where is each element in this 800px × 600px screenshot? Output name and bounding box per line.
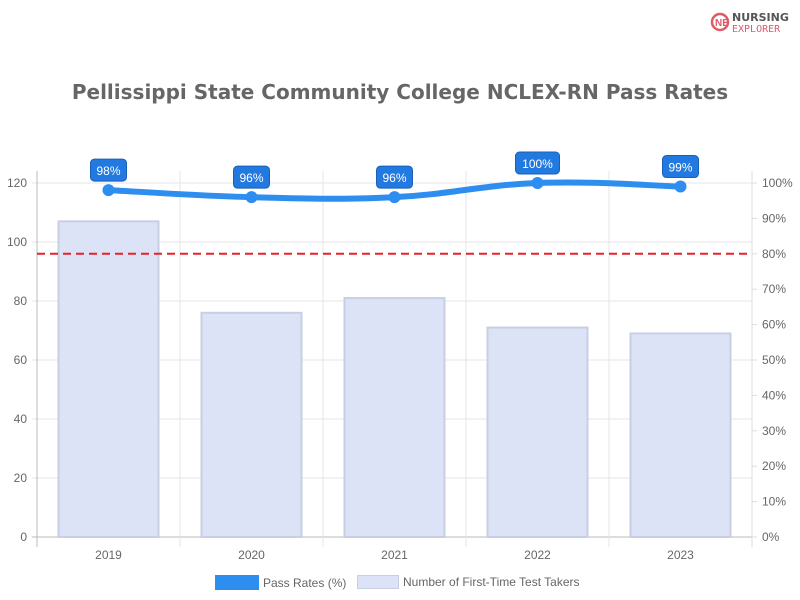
x-tick-label: 2020: [238, 548, 265, 562]
data-label-box: [90, 158, 127, 182]
data-label: 96%: [382, 171, 406, 185]
data-label-box: [515, 151, 560, 175]
legend-item-pass-rates[interactable]: Pass Rates (%): [215, 575, 346, 590]
pass-rate-point: [674, 180, 687, 193]
right-tick-label: 60%: [762, 318, 786, 332]
data-label-box: [376, 165, 413, 189]
pass-rate-point: [531, 177, 544, 189]
bar-2020: [200, 311, 303, 538]
left-tick-label: 80: [14, 294, 28, 308]
legend-swatch: [215, 575, 259, 590]
data-label: 100%: [522, 157, 553, 171]
right-tick-label: 0%: [762, 530, 780, 544]
x-tick-label: 2023: [667, 548, 694, 562]
data-label: 99%: [668, 161, 692, 175]
right-tick-label: 90%: [762, 211, 786, 225]
legend-swatch: [357, 575, 399, 589]
right-tick-label: 20%: [762, 459, 786, 473]
pass-rate-point: [245, 191, 258, 204]
logo-line1: NURSING: [732, 11, 789, 24]
data-label-box: [662, 155, 699, 179]
bar-2023: [629, 332, 732, 539]
logo-line2: EXPLORER: [732, 24, 781, 35]
data-label: 98%: [96, 164, 120, 178]
right-tick-label: 80%: [762, 247, 786, 261]
bar-2019: [57, 220, 160, 538]
right-tick-label: 50%: [762, 353, 786, 367]
legend-label: Pass Rates (%): [263, 575, 347, 590]
left-tick-label: 60: [14, 353, 28, 367]
chart-title: Pellissippi State Community College NCLE…: [71, 80, 729, 104]
legend-label: Number of First-Time Test Takers: [403, 575, 580, 589]
right-tick-label: 70%: [762, 282, 786, 296]
data-label: 96%: [239, 171, 263, 185]
pass-rate-point: [102, 184, 115, 197]
x-tick-label: 2019: [95, 548, 122, 562]
left-tick-label: 40: [14, 412, 28, 426]
svg-text:NE: NE: [715, 18, 729, 29]
left-tick-label: 100: [7, 235, 27, 249]
left-tick-label: 20: [14, 471, 28, 485]
pass-rate-point: [388, 191, 401, 204]
x-tick-label: 2021: [381, 548, 408, 562]
left-tick-label: 0: [20, 530, 27, 544]
x-tick-label: 2022: [524, 548, 551, 562]
right-tick-label: 40%: [762, 388, 786, 402]
right-tick-label: 10%: [762, 495, 786, 509]
nursing-explorer-logo: NE NURSING EXPLORER: [710, 11, 789, 35]
bar-2022: [486, 326, 589, 538]
legend-item-test-takers[interactable]: Number of First-Time Test Takers: [357, 575, 579, 589]
right-tick-label: 100%: [762, 176, 793, 190]
bar-2021: [343, 297, 446, 538]
data-label-box: [233, 165, 270, 189]
left-tick-label: 120: [7, 176, 27, 190]
right-tick-label: 30%: [762, 424, 786, 438]
